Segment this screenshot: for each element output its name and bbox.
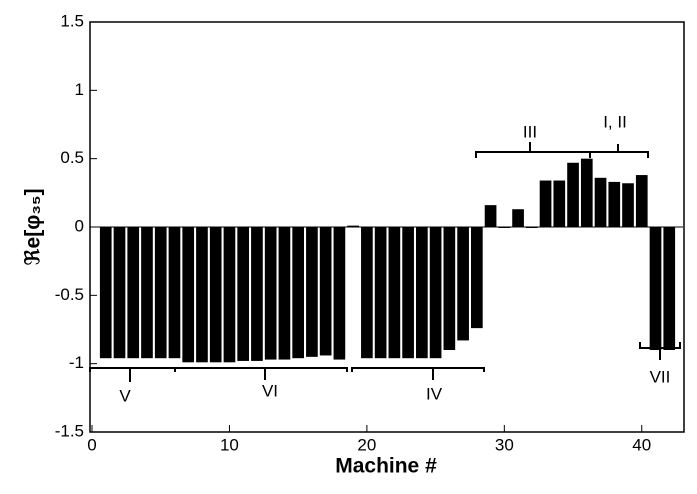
bar [347, 225, 359, 227]
bar [141, 227, 153, 359]
y-tick-label: 1 [75, 80, 84, 99]
bar [127, 227, 140, 359]
bar [608, 181, 621, 227]
x-axis-label: Machine # [335, 455, 437, 478]
y-tick-label: -0.5 [55, 285, 84, 304]
annotation: I, II [603, 112, 627, 131]
bar [374, 227, 387, 359]
bar [429, 227, 442, 359]
bar [663, 227, 676, 350]
bar [635, 175, 648, 227]
bar [278, 227, 291, 360]
y-tick-label: 0 [75, 216, 84, 235]
bar [182, 227, 195, 363]
bracket [89, 367, 176, 382]
bar [292, 227, 305, 359]
bracket [589, 144, 649, 158]
annotation: VII [650, 367, 671, 386]
bar [209, 227, 222, 363]
x-tick-label: 30 [495, 435, 514, 454]
bar [416, 227, 428, 359]
bar [580, 158, 593, 227]
bar [622, 183, 634, 227]
bar [333, 227, 346, 360]
x-tick-label: 10 [220, 435, 239, 454]
bar [388, 227, 401, 359]
bar [539, 180, 552, 227]
bar [99, 227, 112, 359]
bar [113, 227, 126, 359]
y-tick-label: -1.5 [55, 421, 84, 440]
bracket [174, 367, 348, 380]
bar [498, 227, 511, 228]
bar [594, 177, 607, 227]
bar [223, 227, 236, 363]
bar [567, 162, 579, 227]
bar [512, 209, 524, 227]
bar [361, 227, 373, 359]
bar [251, 227, 263, 361]
bar [443, 227, 456, 350]
bar [319, 227, 332, 356]
annotation: IV [426, 384, 443, 403]
y-tick-label: 0.5 [60, 148, 84, 167]
bar [196, 227, 208, 363]
bar [457, 227, 469, 341]
annotation: III [523, 122, 537, 141]
annotation: VI [262, 381, 278, 400]
bracket [351, 367, 485, 380]
x-tick-label: 40 [632, 435, 651, 454]
bar [649, 227, 662, 350]
bar [154, 227, 167, 359]
bar [264, 227, 277, 360]
x-tick-label: 0 [87, 435, 96, 454]
y-tick-label: -1 [69, 353, 84, 372]
bar [237, 227, 250, 361]
bar [168, 227, 181, 359]
bar [402, 227, 414, 359]
bar [525, 227, 538, 228]
y-axis-label: ℜe[φ₃₅] [22, 188, 45, 265]
bar [470, 227, 483, 329]
bar [306, 227, 318, 357]
annotation: V [119, 386, 131, 405]
bar [484, 205, 497, 227]
x-tick-label: 20 [357, 435, 376, 454]
bracket [475, 142, 591, 158]
bar [553, 180, 566, 227]
y-tick-label: 1.5 [60, 11, 84, 30]
